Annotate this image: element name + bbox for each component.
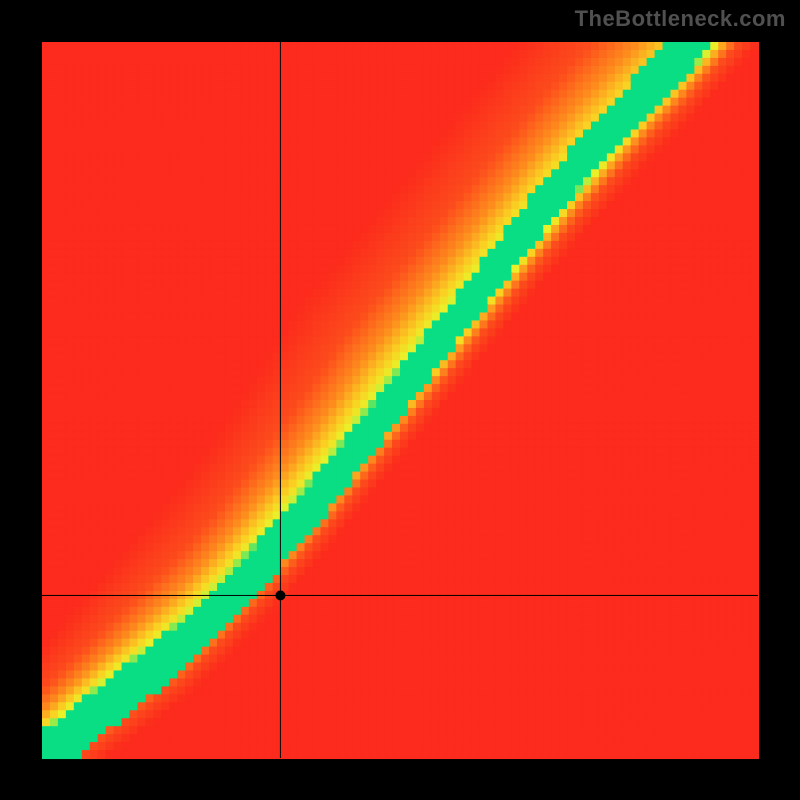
stage: TheBottleneck.com [0, 0, 800, 800]
watermark-text: TheBottleneck.com [575, 6, 786, 32]
bottleneck-heatmap-canvas [0, 0, 800, 800]
